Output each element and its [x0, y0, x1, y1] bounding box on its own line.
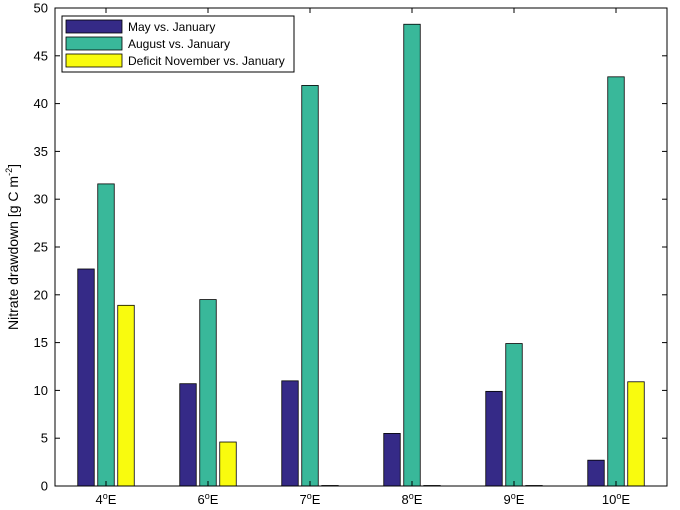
x-tick-unit: E: [108, 492, 117, 507]
x-tick-degree: o: [307, 491, 312, 501]
plot-area: [55, 8, 667, 486]
x-tick-label: 10oE: [602, 491, 630, 507]
y-axis-title-main: Nitrate drawdown [g C m: [5, 176, 21, 330]
x-tick-number: 8: [402, 492, 409, 507]
x-tick-unit: E: [210, 492, 219, 507]
legend-swatch: [65, 36, 123, 51]
bar-may-0: [77, 268, 95, 487]
x-tick-number: 7: [300, 492, 307, 507]
bar-may-3: [383, 433, 401, 487]
x-tick-number: 6: [198, 492, 205, 507]
y-axis-title-end: ]: [5, 164, 21, 168]
bars-group: [77, 23, 645, 487]
bar-may-2: [281, 380, 299, 487]
x-tick-label: 8oE: [402, 491, 423, 507]
x-tick-degree: o: [511, 491, 516, 501]
legend-label: August vs. January: [128, 37, 230, 51]
y-tick-label: 30: [34, 192, 48, 207]
x-axis: 4oE 6oE 7oE 8oE 9oE 10oE: [96, 8, 630, 507]
y-tick-label: 15: [34, 335, 48, 350]
y-tick-label: 25: [34, 240, 48, 255]
bar-may-4: [485, 390, 503, 487]
y-tick-label: 40: [34, 96, 48, 111]
legend-swatch: [65, 19, 123, 34]
x-tick-degree: o: [103, 491, 108, 501]
legend-label: May vs. January: [128, 20, 215, 34]
y-axis-title-superscript: -2: [4, 168, 14, 176]
bar-august-0: [97, 183, 115, 487]
x-tick-unit: E: [621, 492, 630, 507]
y-tick-label: 0: [41, 479, 48, 494]
y-tick-label: 50: [34, 1, 48, 16]
legend: May vs. January August vs. January Deficit…: [61, 15, 295, 73]
y-axis: 0 5 10 15 20 25 30 35 40 45 50: [34, 1, 667, 494]
legend-swatch: [65, 53, 123, 68]
x-tick-label: 9oE: [504, 491, 525, 507]
y-tick-label: 20: [34, 287, 48, 302]
bar-deficit-november-0: [117, 304, 135, 487]
bar-deficit-november-5: [627, 381, 645, 487]
x-tick-label: 7oE: [300, 491, 321, 507]
bar-august-2: [301, 85, 319, 487]
x-tick-unit: E: [414, 492, 423, 507]
x-tick-degree: o: [205, 491, 210, 501]
y-tick-label: 45: [34, 48, 48, 63]
legend-label: Deficit November vs. January: [128, 54, 285, 68]
x-tick-unit: E: [312, 492, 321, 507]
x-tick-number: 9: [504, 492, 511, 507]
bar-august-4: [505, 343, 523, 487]
bar-deficit-november-1: [219, 441, 237, 487]
x-tick-label: 4oE: [96, 491, 117, 507]
y-tick-label: 10: [34, 383, 48, 398]
x-tick-degree: o: [409, 491, 414, 501]
y-tick-label: 35: [34, 144, 48, 159]
x-tick-unit: E: [516, 492, 525, 507]
bar-may-5: [587, 459, 605, 487]
y-axis-title: Nitrate drawdown [g C m-2]: [4, 164, 21, 330]
bar-august-3: [403, 23, 421, 487]
x-tick-degree: o: [616, 491, 621, 501]
bar-august-5: [607, 76, 625, 487]
x-tick-label: 6oE: [198, 491, 219, 507]
x-tick-number: 10: [602, 492, 616, 507]
y-tick-label: 5: [41, 431, 48, 446]
bar-august-1: [199, 299, 217, 487]
bar-may-1: [179, 383, 197, 487]
x-tick-number: 4: [96, 492, 103, 507]
